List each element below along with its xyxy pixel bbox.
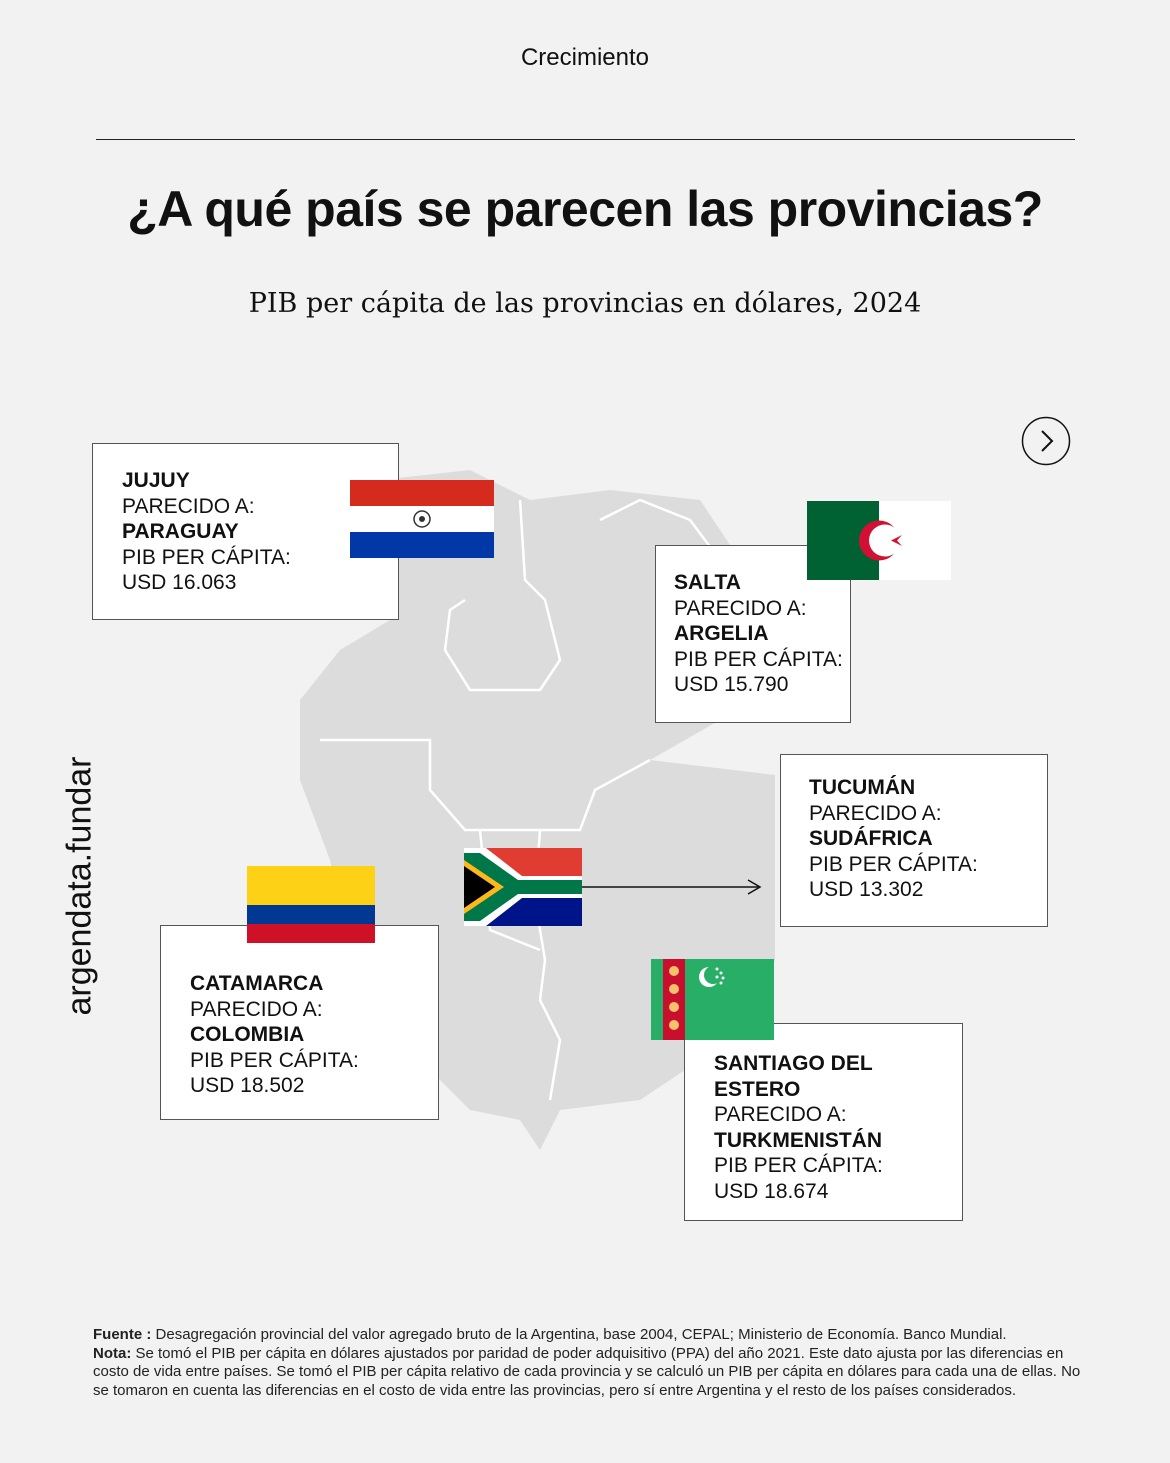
flag-colombia <box>247 866 375 943</box>
province-text: SALTA PARECIDO A: ARGELIA PIB PER CÁPITA… <box>674 570 843 698</box>
province-text: TUCUMÁN PARECIDO A: SUDÁFRICA PIB PER CÁ… <box>809 775 978 903</box>
flag-turkmenistan <box>651 959 774 1040</box>
title: ¿A qué país se parecen las provincias? <box>127 181 1043 237</box>
province-name: JUJUY <box>122 469 190 492</box>
label: PIB PER CÁPITA: <box>190 1048 359 1072</box>
country: PARAGUAY <box>122 520 239 543</box>
label: PARECIDO A: <box>714 1103 847 1126</box>
next-button[interactable] <box>1021 416 1071 466</box>
label: PIB PER CÁPITA: <box>122 545 291 569</box>
province-text: JUJUY PARECIDO A: PARAGUAY PIB PER CÁPIT… <box>122 468 291 596</box>
country: SUDÁFRICA <box>809 827 933 850</box>
country: ARGELIA <box>674 622 769 645</box>
label: PARECIDO A: <box>674 596 807 620</box>
section-label: Crecimiento <box>520 44 650 71</box>
subtitle: PIB per cápita de las provincias en dóla… <box>248 288 922 319</box>
flag-algeria <box>807 501 951 580</box>
label: PARECIDO A: <box>809 801 942 825</box>
province-name: CATAMARCA <box>190 972 324 995</box>
province-name: TUCUMÁN <box>809 776 916 799</box>
gdp: USD 18.674 <box>714 1179 829 1203</box>
divider <box>96 139 1075 140</box>
label: PARECIDO A: <box>122 494 255 518</box>
country: TURKMENISTÁN <box>714 1128 882 1152</box>
province-card <box>92 443 399 620</box>
gdp: USD 16.063 <box>122 571 237 594</box>
source: Desagregación provincial del valor agreg… <box>155 1326 1007 1343</box>
province-name: SALTA <box>674 571 741 594</box>
label: PARECIDO A: <box>190 997 323 1021</box>
flag-south-africa <box>464 848 582 926</box>
label: PIB PER CÁPITA: <box>714 1154 883 1177</box>
note-label: Nota: <box>93 1344 132 1362</box>
province-card <box>684 1023 963 1221</box>
footer: Fuente : Desagregación provincial del va… <box>93 1326 1083 1400</box>
gdp: USD 13.302 <box>809 878 924 901</box>
province-name: SANTIAGO DEL ESTERO <box>714 1052 873 1101</box>
note: Se tomó el PIB per cápita en dólares aju… <box>93 1344 1081 1399</box>
label: PIB PER CÁPITA: <box>674 647 843 671</box>
province-text: SANTIAGO DEL ESTERO PARECIDO A: TURKMENI… <box>714 1051 914 1204</box>
province-card <box>160 925 439 1120</box>
label: PIB PER CÁPITA: <box>809 852 978 876</box>
source-label: Fuente : <box>93 1326 152 1343</box>
country: COLOMBIA <box>190 1023 305 1046</box>
flag-paraguay <box>350 480 494 558</box>
gdp: USD 18.502 <box>190 1074 305 1097</box>
province-text: CATAMARCA PARECIDO A: COLOMBIA PIB PER C… <box>190 971 359 1099</box>
gdp: USD 15.790 <box>674 673 789 696</box>
province-card <box>780 754 1048 927</box>
